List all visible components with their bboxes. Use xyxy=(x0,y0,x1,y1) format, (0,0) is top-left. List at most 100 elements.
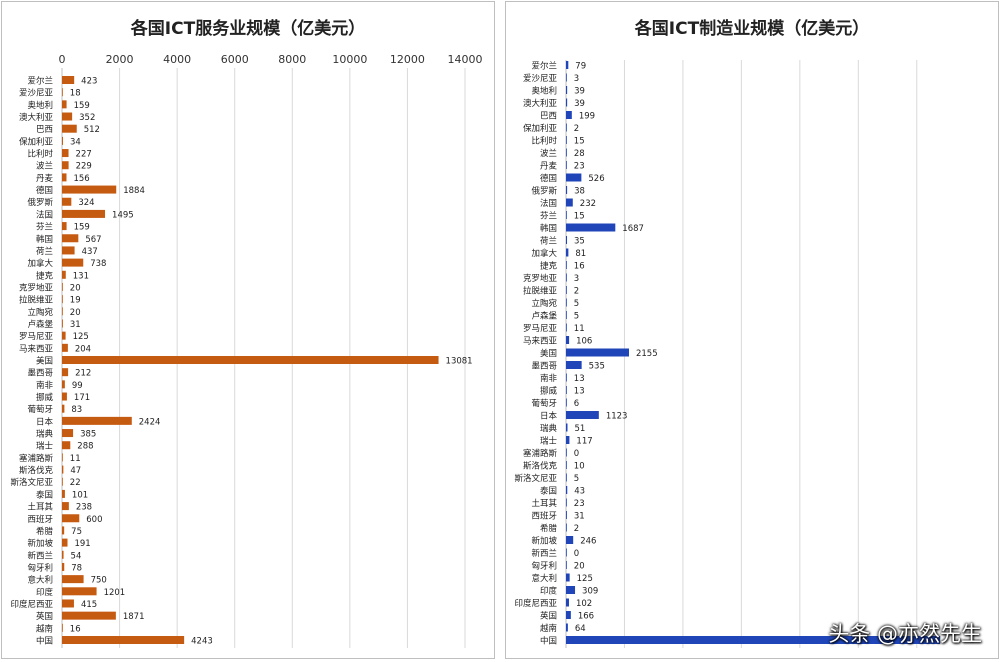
bar xyxy=(566,236,568,244)
data-label: 117 xyxy=(576,437,592,447)
category-label: 挪威 xyxy=(36,392,54,403)
category-label: 土耳其 xyxy=(27,502,53,513)
category-label: 意大利 xyxy=(27,575,53,586)
data-label: 526 xyxy=(588,174,604,184)
data-label: 78 xyxy=(71,563,82,573)
bar xyxy=(566,561,567,569)
data-label: 34 xyxy=(70,137,81,147)
bar xyxy=(566,111,572,119)
category-label: 捷克 xyxy=(540,261,558,272)
chart-title: 各国ICT服务业规模（亿美元） xyxy=(130,19,366,39)
ict-services-plot: 0 2000 4000 6000 8000 10000 12000 14000 爱尔兰 423 爱沙… xyxy=(10,53,483,648)
bar xyxy=(566,598,569,607)
watermark-text: 头条 @亦然先生 xyxy=(828,622,982,646)
category-label: 越南 xyxy=(540,623,557,634)
category-label: 爱沙尼亚 xyxy=(19,89,54,99)
bar xyxy=(566,473,567,482)
bar xyxy=(566,511,567,519)
data-label: 23 xyxy=(574,499,585,509)
data-label: 79 xyxy=(575,62,586,72)
data-label: 101 xyxy=(72,490,88,500)
bar xyxy=(62,307,63,316)
category-label: 南非 xyxy=(540,373,558,384)
data-label: 23 xyxy=(574,162,585,172)
category-label: 卢森堡 xyxy=(531,311,557,322)
category-label: 意大利 xyxy=(531,573,557,584)
bar xyxy=(566,586,576,594)
category-label: 塞浦路斯 xyxy=(523,448,558,459)
bar xyxy=(62,149,69,158)
category-label: 巴西 xyxy=(540,112,557,122)
bar xyxy=(566,348,629,357)
bar xyxy=(566,398,567,407)
category-label: 拉脱维亚 xyxy=(19,295,54,306)
bar xyxy=(566,323,567,332)
data-label: 159 xyxy=(74,223,90,233)
data-label: 204 xyxy=(75,344,91,354)
category-label: 澳大利亚 xyxy=(19,112,54,123)
data-label: 191 xyxy=(74,539,90,549)
data-label: 18 xyxy=(70,89,81,99)
category-label: 墨西哥 xyxy=(27,369,53,379)
category-label: 加拿大 xyxy=(27,258,53,269)
category-label: 奥地利 xyxy=(531,86,557,97)
bar xyxy=(566,148,567,157)
x-tick-label: 4000 xyxy=(163,53,191,66)
category-label: 斯洛伐克 xyxy=(523,461,558,472)
category-label: 加拿大 xyxy=(531,248,557,259)
data-label: 19 xyxy=(70,296,81,306)
category-label: 日本 xyxy=(36,416,54,427)
data-label: 31 xyxy=(574,512,585,522)
data-label: 423 xyxy=(81,77,97,87)
bar xyxy=(62,173,67,182)
data-label: 39 xyxy=(574,87,585,97)
bar xyxy=(62,197,72,206)
data-label: 11 xyxy=(70,454,81,464)
category-label: 比利时 xyxy=(531,136,557,147)
data-label: 1201 xyxy=(104,588,126,598)
data-label: 2155 xyxy=(636,349,658,359)
data-label: 199 xyxy=(579,112,595,122)
data-label: 159 xyxy=(74,101,90,111)
bar xyxy=(62,514,80,523)
category-label: 俄罗斯 xyxy=(531,186,557,197)
data-label: 31 xyxy=(70,320,81,330)
ict-manufacturing-chart: 各国ICT制造业规模（亿美元） 爱尔兰 79 爱沙尼亚 3 奥地利 39 澳大利亚 39 巴西 1… xyxy=(505,1,999,659)
x-tick-label: 10000 xyxy=(332,53,367,66)
category-label: 拉脱维亚 xyxy=(523,286,558,297)
bar xyxy=(566,523,567,532)
bar xyxy=(62,295,63,304)
category-label: 印度 xyxy=(540,586,558,597)
bar xyxy=(62,623,63,632)
bar xyxy=(566,273,567,282)
data-label: 3 xyxy=(574,74,579,84)
category-label: 南非 xyxy=(36,380,54,391)
data-label: 0 xyxy=(574,449,579,459)
category-label: 波兰 xyxy=(540,148,557,159)
data-label: 227 xyxy=(76,150,92,160)
category-label: 荷兰 xyxy=(36,246,53,257)
bar xyxy=(62,331,66,340)
category-label: 澳大利亚 xyxy=(523,98,558,109)
category-label: 土耳其 xyxy=(531,498,557,509)
bar xyxy=(62,465,64,474)
data-label: 20 xyxy=(574,562,585,572)
x-tick-label: 8000 xyxy=(278,53,306,66)
data-label: 64 xyxy=(575,624,586,634)
category-label: 美国 xyxy=(36,356,53,367)
data-label: 246 xyxy=(580,537,596,547)
data-label: 81 xyxy=(575,249,586,259)
bar xyxy=(62,343,68,352)
bar xyxy=(566,136,567,144)
bar xyxy=(62,429,74,438)
bar xyxy=(566,373,567,382)
bar xyxy=(62,550,64,559)
category-label: 比利时 xyxy=(27,149,53,160)
bar xyxy=(566,548,567,557)
data-label: 75 xyxy=(71,527,82,537)
bar xyxy=(62,161,69,170)
bar xyxy=(62,88,63,97)
bar xyxy=(62,416,132,425)
data-label: 2 xyxy=(574,124,579,134)
category-label: 爱沙尼亚 xyxy=(523,74,558,84)
